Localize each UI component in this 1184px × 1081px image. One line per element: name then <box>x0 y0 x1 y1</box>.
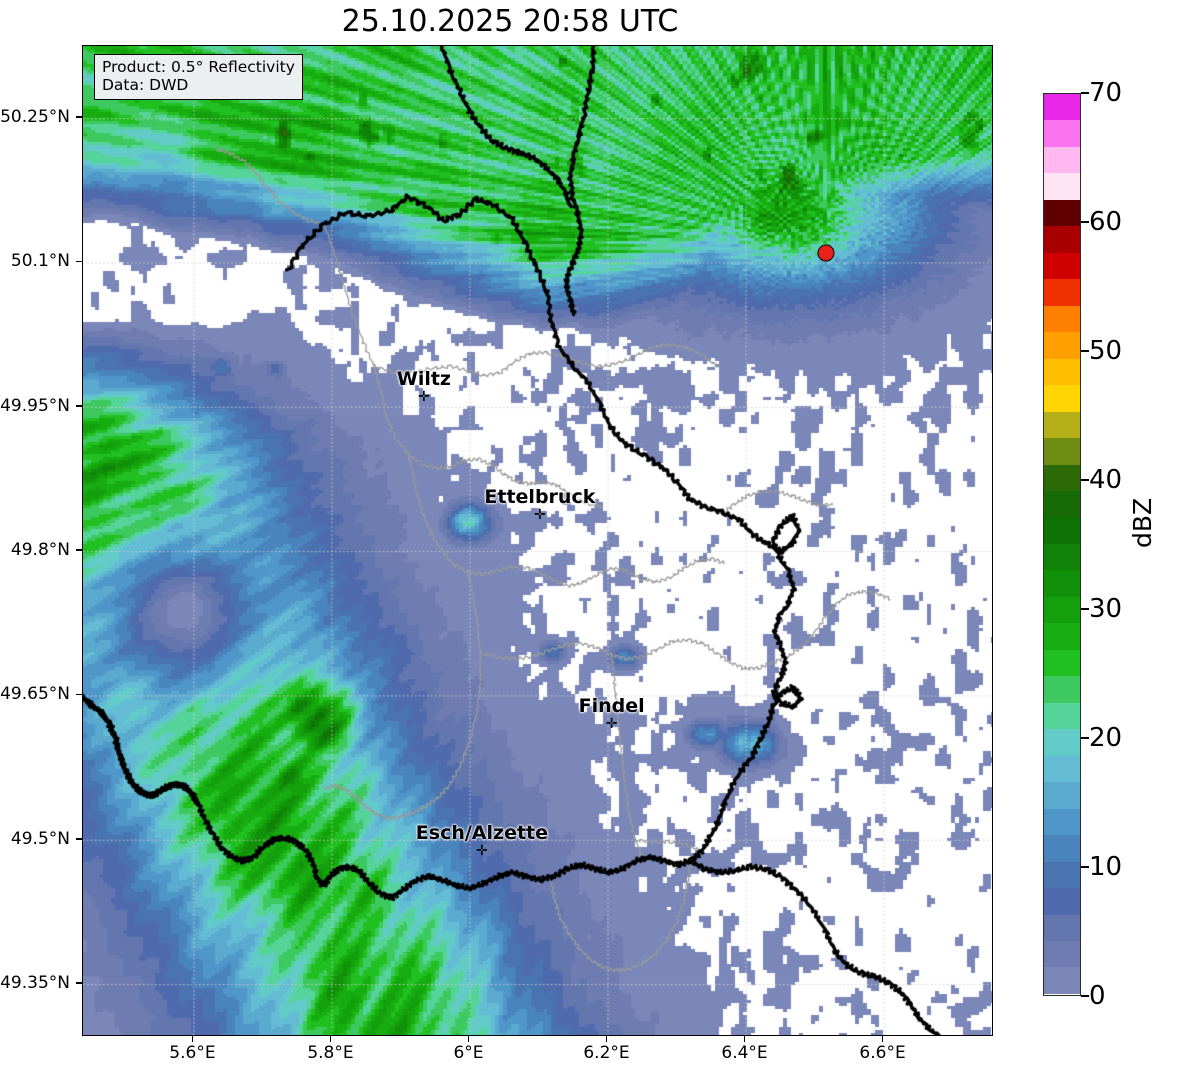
colorbar-tick-mark <box>1081 995 1089 997</box>
city-name: Ettelbruck <box>484 485 596 508</box>
colorbar-tick-label: 10 <box>1089 852 1123 882</box>
colorbar-tick-label: 30 <box>1089 594 1123 624</box>
y-axis-tick-label: 49.95°N <box>0 395 70 416</box>
city-name: Wiltz <box>396 368 451 391</box>
colorbar-band <box>1044 332 1080 359</box>
colorbar-band <box>1044 623 1080 650</box>
data-source-line: Data: DWD <box>102 76 189 95</box>
colorbar-tick-mark <box>1081 221 1089 223</box>
colorbar-band <box>1044 173 1080 200</box>
city-label-findel: Findel ✛ <box>579 695 645 731</box>
colorbar-band <box>1044 120 1080 147</box>
colorbar-tick-mark <box>1081 737 1089 739</box>
radar-plot-area[interactable]: Product: 0.5° Reflectivity Data: DWD Wil… <box>82 45 993 1036</box>
city-marker-icon: ✛ <box>476 842 488 859</box>
city-marker-icon: ✛ <box>534 506 546 523</box>
city-label-wiltz: Wiltz ✛ <box>397 368 451 404</box>
colorbar-band <box>1044 517 1080 544</box>
y-axis-tick-label: 49.65°N <box>0 684 70 705</box>
page-title: 25.10.2025 20:58 UTC <box>341 4 679 39</box>
colorbar-band <box>1044 835 1080 862</box>
city-name: Esch/Alzette <box>415 821 549 844</box>
y-axis-tick-label: 49.5°N <box>10 828 70 849</box>
colorbar-tick-mark <box>1081 350 1089 352</box>
product-info-box: Product: 0.5° Reflectivity Data: DWD <box>94 54 303 100</box>
colorbar-band <box>1044 385 1080 412</box>
y-axis-tick-mark <box>76 549 82 551</box>
y-axis-tick-mark <box>76 405 82 407</box>
colorbar-band <box>1044 808 1080 836</box>
x-axis-tick-mark <box>467 1036 470 1042</box>
x-axis-tick-label: 6.6°E <box>859 1043 906 1063</box>
colorbar-band <box>1044 279 1080 306</box>
colorbar-tick-label: 20 <box>1089 723 1123 753</box>
y-axis-tick-mark <box>76 693 82 696</box>
colorbar-tick-label: 40 <box>1089 465 1123 495</box>
colorbar-band <box>1044 358 1080 386</box>
colorbar-band <box>1044 755 1080 783</box>
colorbar-band <box>1044 252 1080 280</box>
colorbar-band <box>1044 676 1080 703</box>
x-axis-tick-label: 6.2°E <box>583 1043 630 1063</box>
colorbar-tick-mark <box>1081 866 1089 868</box>
x-axis-tick-label: 5.6°E <box>169 1043 216 1063</box>
country-border-layer <box>83 46 992 1035</box>
colorbar-band <box>1044 491 1080 518</box>
x-axis-tick-label: 6°E <box>453 1043 484 1063</box>
x-axis-tick-mark <box>743 1036 746 1042</box>
colorbar-band <box>1044 861 1080 889</box>
y-axis-tick-label: 49.35°N <box>0 973 70 994</box>
y-axis-tick-mark <box>76 837 82 840</box>
colorbar-band <box>1044 914 1080 941</box>
x-axis-tick-mark <box>881 1036 884 1042</box>
colorbar-band <box>1044 199 1080 227</box>
x-axis-tick-label: 5.8°E <box>307 1043 354 1063</box>
colorbar-band <box>1044 305 1080 333</box>
city-marker-icon: ✛ <box>418 389 430 406</box>
colorbar-band <box>1044 941 1080 968</box>
colorbar-tick-label: 60 <box>1089 207 1123 237</box>
x-axis-tick-label: 6.4°E <box>721 1043 768 1063</box>
colorbar-tick-mark <box>1081 608 1089 610</box>
y-axis-tick-label: 50.25°N <box>0 107 70 128</box>
city-marker-icon: ✛ <box>605 715 618 732</box>
colorbar-band <box>1044 94 1080 121</box>
city-name: Findel <box>578 694 645 717</box>
colorbar-band <box>1044 702 1080 730</box>
colorbar-tick-mark <box>1081 92 1089 94</box>
colorbar-band <box>1044 570 1080 597</box>
colorbar-tick-label: 0 <box>1089 981 1106 1011</box>
colorbar-band <box>1044 888 1080 915</box>
colorbar-gradient[interactable] <box>1043 93 1081 996</box>
colorbar-band <box>1044 543 1080 571</box>
x-axis-tick-mark <box>605 1036 608 1042</box>
colorbar-tick-label: 50 <box>1089 336 1123 366</box>
colorbar-band <box>1044 596 1080 624</box>
colorbar-tick-label: 70 <box>1089 78 1123 108</box>
y-axis-tick-mark <box>76 982 82 984</box>
colorbar-band <box>1044 438 1080 465</box>
colorbar-band <box>1044 146 1080 174</box>
colorbar-title: dBZ <box>1128 497 1157 548</box>
colorbar-band <box>1044 782 1080 809</box>
y-axis-tick-mark <box>76 116 82 118</box>
colorbar-band <box>1044 729 1080 756</box>
colorbar-band <box>1044 411 1080 439</box>
city-label-ettelbruck: Ettelbruck ✛ <box>484 486 595 522</box>
y-axis-tick-label: 49.8°N <box>10 540 70 561</box>
y-axis-tick-label: 50.1°N <box>10 251 70 272</box>
x-axis-tick-mark <box>191 1036 194 1042</box>
product-line: Product: 0.5° Reflectivity <box>102 58 295 76</box>
city-label-esch-alzette: Esch/Alzette ✛ <box>416 822 548 858</box>
y-axis-tick-mark <box>76 260 82 263</box>
colorbar-band <box>1044 649 1080 677</box>
colorbar-tick-mark <box>1081 479 1089 481</box>
x-axis-tick-mark <box>329 1036 332 1042</box>
colorbar-band <box>1044 464 1080 492</box>
colorbar-band <box>1044 967 1080 994</box>
radar-site-marker[interactable] <box>817 244 835 262</box>
colorbar-band <box>1044 226 1080 253</box>
